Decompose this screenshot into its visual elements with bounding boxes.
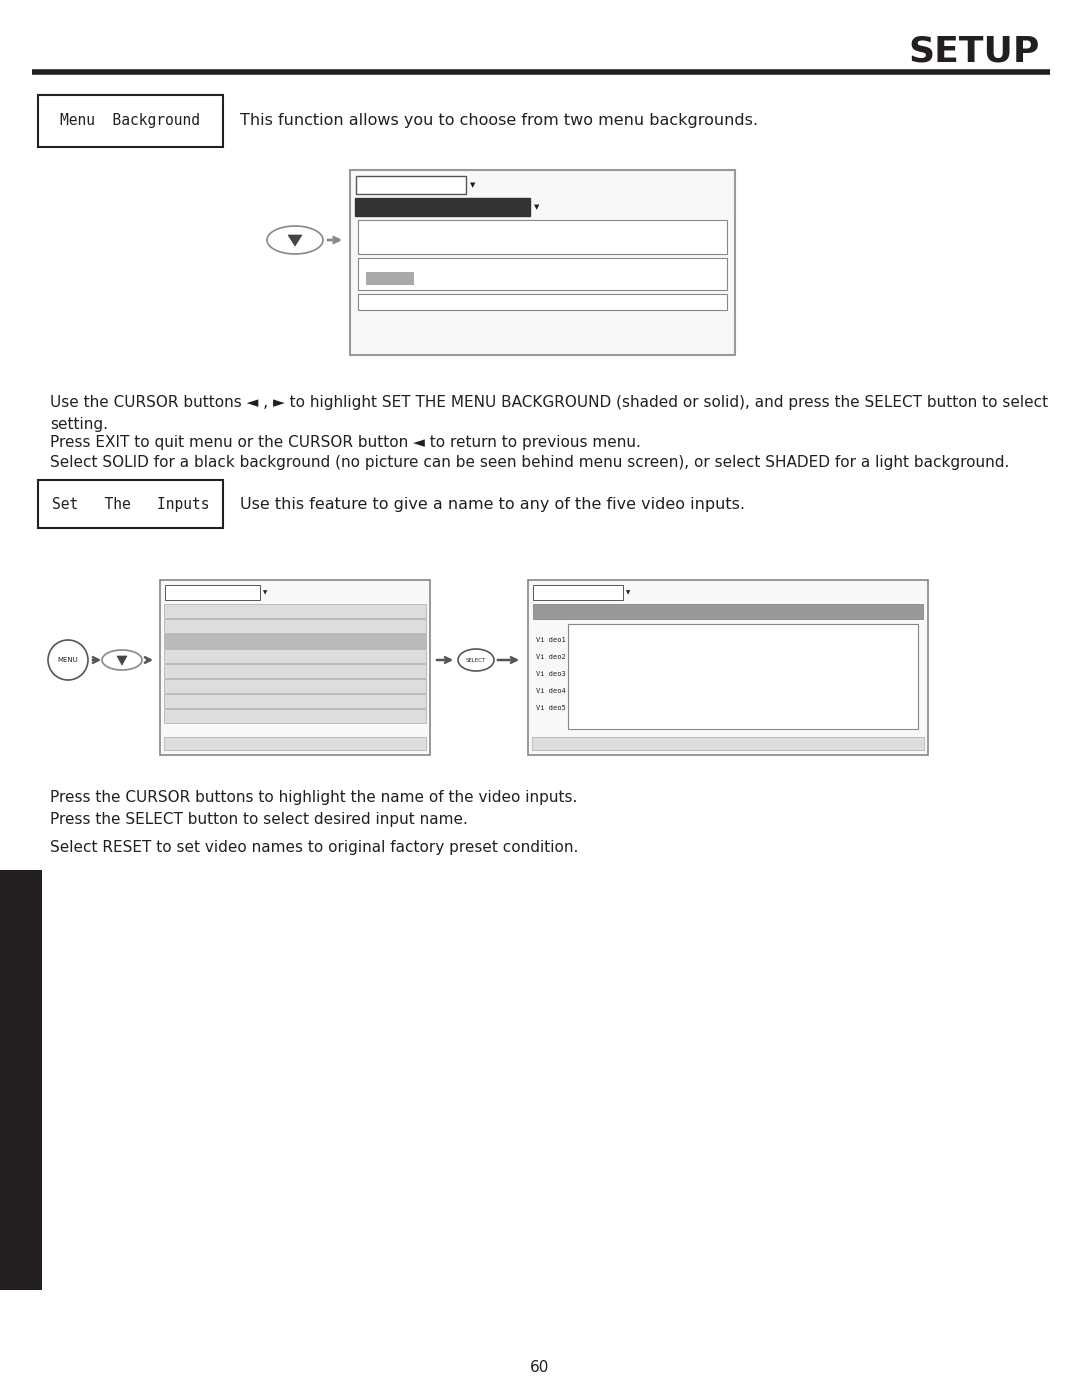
- Text: ○STB2: ○STB2: [764, 637, 785, 643]
- Text: Vi deo4: Vi deo4: [536, 687, 566, 694]
- FancyBboxPatch shape: [165, 585, 260, 599]
- Text: Select RESET to set video names to original factory preset condition.: Select RESET to set video names to origi…: [50, 840, 579, 855]
- FancyBboxPatch shape: [164, 694, 426, 708]
- Text: ○PVR: ○PVR: [702, 637, 719, 643]
- Text: Set  The  Inputs: Set The Inputs: [539, 609, 607, 615]
- FancyBboxPatch shape: [568, 624, 918, 729]
- Text: ○AVR: ○AVR: [578, 637, 595, 643]
- FancyBboxPatch shape: [160, 580, 430, 754]
- FancyBboxPatch shape: [534, 585, 623, 599]
- Text: ▼: ▼: [470, 182, 475, 189]
- Text: ON-SCREEN DISPLAY: ON-SCREEN DISPLAY: [13, 992, 28, 1168]
- Text: Menu  Preference: Menu Preference: [170, 623, 234, 629]
- Text: Set  up: Set up: [193, 590, 222, 595]
- FancyBboxPatch shape: [164, 664, 426, 678]
- Text: This function allows you to choose from two menu backgrounds.: This function allows you to choose from …: [240, 113, 758, 129]
- Text: Set  up: Set up: [558, 590, 589, 595]
- Text: ○VCR: ○VCR: [764, 654, 781, 659]
- Text: Set  The  Language: Set The Language: [368, 222, 451, 231]
- FancyBboxPatch shape: [38, 95, 222, 147]
- FancyBboxPatch shape: [164, 619, 426, 633]
- Text: Set  Closed  Captions: Set Closed Captions: [170, 683, 254, 689]
- FancyBboxPatch shape: [164, 634, 426, 648]
- FancyBboxPatch shape: [164, 710, 426, 724]
- Text: Rename  Li st: Rename Li st: [578, 626, 633, 631]
- FancyBboxPatch shape: [356, 176, 465, 194]
- Text: ○CAM: ○CAM: [578, 654, 595, 659]
- FancyBboxPatch shape: [164, 604, 426, 617]
- Text: Set  Black  Slide  Panel: Set Black Slide Panel: [170, 668, 266, 673]
- Text: Set  AV  Control: Set AV Control: [170, 712, 234, 719]
- Text: Press EXIT to quit menu or the CURSOR button ◄ to return to previous menu.: Press EXIT to quit menu or the CURSOR bu…: [50, 434, 640, 450]
- Text: Set  The  Inputs: Set The Inputs: [170, 638, 234, 644]
- Text: setting.: setting.: [50, 416, 108, 432]
- Text: ↕ Move  ■  Return: ↕ Move ■ Return: [170, 740, 233, 746]
- Text: ●Shaded    ○Sol i d: ●Shaded ○Sol i d: [368, 274, 456, 282]
- FancyBboxPatch shape: [528, 580, 928, 754]
- FancyBboxPatch shape: [164, 679, 426, 693]
- Text: Set   The   Inputs: Set The Inputs: [52, 496, 210, 511]
- Text: Set  up: Set up: [388, 180, 423, 190]
- Text: ○VCR3: ○VCR3: [764, 687, 785, 694]
- Text: ○STB: ○STB: [702, 687, 719, 694]
- Text: ▼: ▼: [534, 204, 539, 210]
- Text: ○SAT: ○SAT: [702, 671, 719, 678]
- Polygon shape: [117, 657, 127, 665]
- Text: 60: 60: [530, 1359, 550, 1375]
- Text: ●Engl i sh    ○Fr ench      ○Spani sh: ●Engl i sh ○Fr ench ○Spani sh: [368, 232, 539, 240]
- Text: ↕ Move  ■  Return: ↕ Move ■ Return: [538, 740, 602, 746]
- Text: Select SOLID for a black background (no picture can be seen behind menu screen),: Select SOLID for a black background (no …: [50, 455, 1010, 469]
- Text: Magic  Focus  Tune  Up: Magic Focus Tune Up: [170, 608, 258, 615]
- FancyBboxPatch shape: [164, 738, 426, 750]
- Text: Set  The  Menu  Background: Set The Menu Background: [368, 260, 488, 270]
- FancyBboxPatch shape: [355, 198, 530, 217]
- Text: Set  Virtual  HD: Set Virtual HD: [170, 652, 234, 659]
- FancyBboxPatch shape: [164, 650, 426, 664]
- Text: Set  Monitor  Out: Set Monitor Out: [170, 698, 238, 704]
- FancyBboxPatch shape: [357, 219, 727, 254]
- Text: ○CBL: ○CBL: [578, 671, 595, 678]
- Text: Vi deo2: Vi deo2: [536, 654, 566, 659]
- Text: ↕ Move  ■  Sel ect: ↕ Move ■ Sel ect: [366, 298, 449, 306]
- Text: ▼: ▼: [626, 590, 631, 595]
- Text: MENU: MENU: [57, 657, 79, 664]
- FancyBboxPatch shape: [357, 258, 727, 291]
- Text: Vi deo3: Vi deo3: [536, 671, 566, 678]
- Text: ○PVR2: ○PVR2: [702, 654, 724, 659]
- Text: ▼: ▼: [913, 609, 917, 615]
- Text: Use the CURSOR buttons ◄ , ► to highlight SET THE MENU BACKGROUND (shaded or sol: Use the CURSOR buttons ◄ , ► to highligh…: [50, 395, 1048, 409]
- Polygon shape: [267, 226, 323, 254]
- Text: ▼: ▼: [264, 590, 267, 595]
- Text: Menu  Preference: Menu Preference: [361, 203, 441, 211]
- FancyBboxPatch shape: [38, 481, 222, 528]
- Polygon shape: [102, 650, 141, 671]
- Text: ○DVD: ○DVD: [640, 637, 657, 643]
- Text: ○LD: ○LD: [640, 687, 652, 694]
- Polygon shape: [288, 235, 302, 246]
- Text: ►: ►: [416, 638, 420, 644]
- Text: Menu  Background: Menu Background: [60, 113, 201, 129]
- Text: ○DVD3: ○DVD3: [640, 671, 661, 678]
- FancyBboxPatch shape: [366, 272, 414, 285]
- Text: ○CBL2: ○CBL2: [578, 687, 599, 694]
- FancyBboxPatch shape: [357, 293, 727, 310]
- Text: Vi deo5: Vi deo5: [536, 705, 566, 711]
- FancyBboxPatch shape: [532, 738, 924, 750]
- Text: ●Reset: ●Reset: [578, 705, 604, 711]
- Text: ○VCR2: ○VCR2: [764, 671, 785, 678]
- Text: Press the CURSOR buttons to highlight the name of the video inputs.: Press the CURSOR buttons to highlight th…: [50, 789, 578, 805]
- FancyBboxPatch shape: [534, 604, 923, 619]
- Text: Vi deo1: Vi deo1: [536, 637, 566, 643]
- Text: Press the SELECT button to select desired input name.: Press the SELECT button to select desire…: [50, 812, 468, 827]
- FancyBboxPatch shape: [350, 170, 735, 355]
- Text: SETUP: SETUP: [908, 35, 1040, 68]
- FancyBboxPatch shape: [0, 870, 42, 1289]
- Text: ○DVD2: ○DVD2: [640, 654, 661, 659]
- Text: SELECT: SELECT: [465, 658, 486, 662]
- Text: Use this feature to give a name to any of the five video inputs.: Use this feature to give a name to any o…: [240, 496, 745, 511]
